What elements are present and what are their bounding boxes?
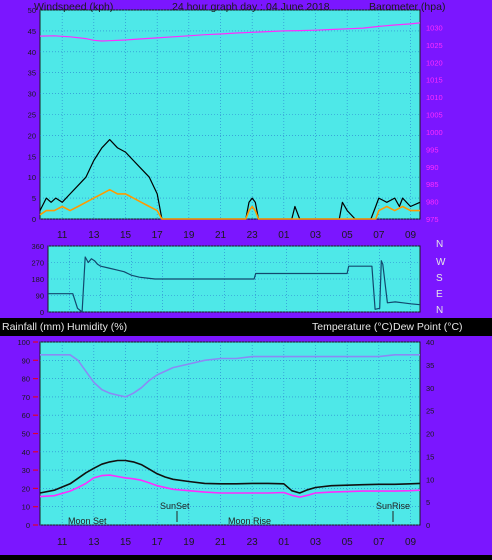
y-tick-label: 25: [28, 111, 36, 120]
wind-average-line: [39, 188, 420, 220]
y-tick-label: 45: [28, 27, 36, 36]
compass-label-n-bottom: N: [436, 305, 443, 316]
y-right-tick-label: 35: [426, 361, 434, 370]
barometer-line: [39, 22, 421, 42]
y-right-tick-label: 1015: [426, 76, 443, 85]
y-tick-label: 50: [28, 6, 36, 15]
x-tick-label: 07: [373, 537, 385, 548]
y-right-tick-label: 20: [426, 430, 434, 439]
y-tick-label: 40: [28, 48, 36, 57]
y-tick-label: 0: [40, 308, 44, 317]
x-tick-label: 17: [152, 537, 164, 548]
x-tick-label: 11: [57, 537, 68, 548]
y-tick-label: 15: [28, 152, 36, 161]
x-tick-label: 11: [57, 230, 68, 241]
y-right-tick-label: 40: [426, 338, 434, 347]
y-tick-label: 270: [31, 259, 44, 268]
y-tick-label: 90: [36, 292, 44, 301]
x-tick-label: 09: [405, 230, 417, 241]
y-right-tick-label: 1005: [426, 111, 443, 120]
y-tick-label: 180: [31, 275, 44, 284]
x-tick-label: 01: [278, 537, 290, 548]
y-tick-label: 60: [22, 411, 30, 420]
y-right-tick-label: 5: [426, 498, 430, 507]
y-tick-label: 40: [22, 448, 30, 457]
sunrise-label: SunRise: [376, 501, 410, 511]
y-right-tick-label: 1020: [426, 58, 443, 67]
y-tick-label: 30: [28, 90, 36, 99]
y-right-tick-label: 995: [426, 145, 439, 154]
x-tick-label: 23: [247, 537, 259, 548]
y-tick-label: 10: [28, 173, 36, 182]
y-right-tick-label: 25: [426, 407, 434, 416]
moon-rise-label: Moon Rise: [228, 516, 271, 526]
y-tick-label: 20: [22, 484, 30, 493]
x-tick-label: 03: [310, 230, 322, 241]
y-tick-label: 50: [22, 430, 30, 439]
y-right-tick-label: 1030: [426, 23, 443, 32]
y-right-tick-label: 990: [426, 163, 439, 172]
x-tick-label: 01: [278, 230, 290, 241]
y-right-tick-label: 30: [426, 384, 434, 393]
y-tick-label: 100: [17, 338, 30, 347]
sunset-label: SunSet: [160, 501, 190, 511]
x-tick-label: 07: [373, 230, 385, 241]
y-tick-label: 360: [31, 242, 44, 251]
y-right-tick-label: 10: [426, 475, 434, 484]
humidity-line: [40, 354, 420, 398]
chart-title: 24 hour graph day : 04 June 2018: [172, 1, 330, 13]
compass-label-n-top: N: [436, 239, 443, 250]
y-right-tick-label: 0: [426, 521, 430, 530]
y-right-tick-label: 1010: [426, 93, 443, 102]
compass-label-w: W: [436, 257, 446, 268]
x-tick-label: 19: [183, 537, 195, 548]
y-tick-label: 5: [32, 194, 36, 203]
y-tick-label: 10: [22, 503, 30, 512]
x-tick-label: 09: [405, 537, 417, 548]
y-right-tick-label: 15: [426, 452, 434, 461]
rainfall-axis-title: Rainfall (mm): [2, 321, 64, 333]
y-tick-label: 80: [22, 375, 30, 384]
x-tick-label: 03: [310, 537, 322, 548]
x-tick-label: 13: [88, 537, 100, 548]
x-tick-label: 21: [215, 230, 227, 241]
y-right-tick-label: 980: [426, 198, 439, 207]
x-tick-label: 21: [215, 537, 227, 548]
x-tick-label: 15: [120, 230, 132, 241]
y-tick-label: 35: [28, 69, 36, 78]
y-right-tick-label: 985: [426, 180, 439, 189]
dewpoint-axis-title: Dew Point (°C): [393, 321, 463, 333]
temperature-line: [39, 459, 421, 494]
x-tick-label: 13: [88, 230, 100, 241]
y-right-tick-label: 1025: [426, 41, 443, 50]
compass-label-s: S: [436, 273, 443, 284]
x-tick-label: 05: [342, 537, 354, 548]
y-tick-label: 0: [32, 215, 36, 224]
y-tick-label: 90: [22, 356, 30, 365]
dewpoint-line: [39, 474, 421, 498]
x-tick-label: 17: [152, 230, 164, 241]
y-tick-label: 0: [26, 521, 30, 530]
temperature-axis-title: Temperature (°C): [312, 321, 393, 333]
x-tick-label: 15: [120, 537, 132, 548]
compass-label-e: E: [436, 289, 443, 300]
moon-set-label: Moon Set: [68, 516, 107, 526]
wind-gust-line: [39, 139, 421, 220]
y-right-tick-label: 975: [426, 215, 439, 224]
y-right-tick-label: 1000: [426, 128, 443, 137]
y-tick-label: 20: [28, 131, 36, 140]
x-tick-label: 19: [183, 230, 195, 241]
y-tick-label: 70: [22, 393, 30, 402]
wind-direction-line: [48, 256, 421, 313]
x-tick-label: 05: [342, 230, 354, 241]
windspeed-axis-title: Windspeed (kph): [34, 1, 113, 13]
humidity-axis-title: Humidity (%): [67, 321, 127, 333]
barometer-axis-title: Barometer (hpa): [369, 1, 445, 13]
x-tick-label: 23: [247, 230, 259, 241]
y-tick-label: 30: [22, 466, 30, 475]
